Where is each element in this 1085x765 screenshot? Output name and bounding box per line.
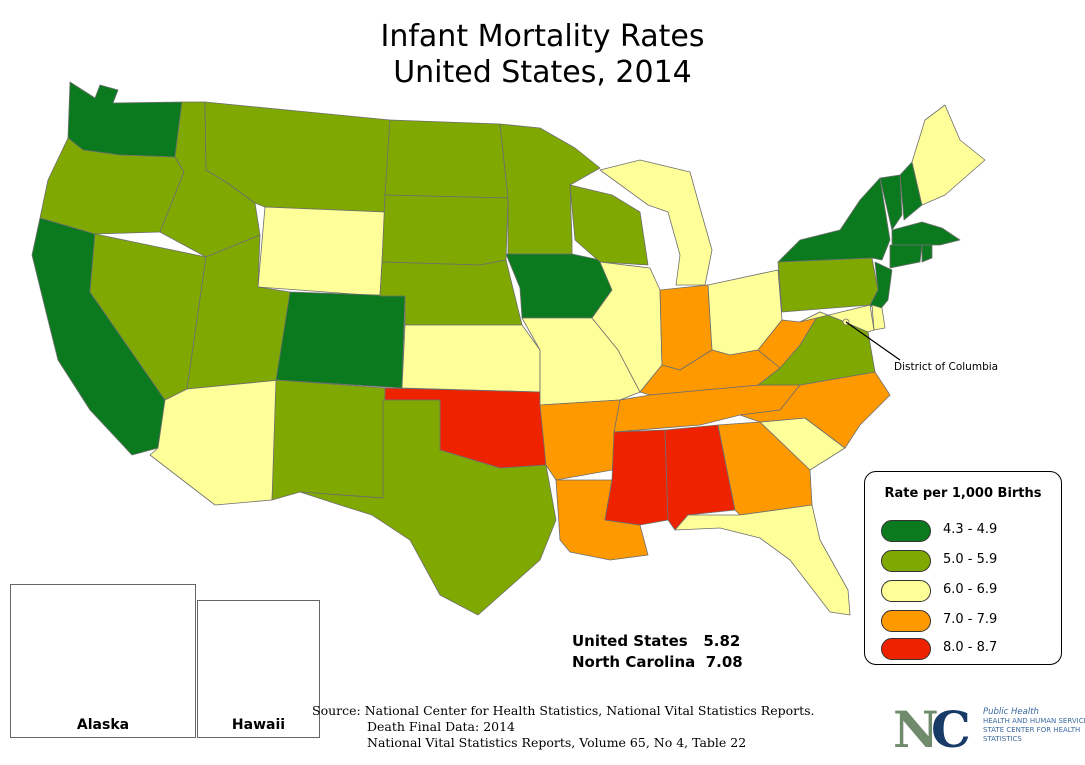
state-pennsylvania [777,257,879,313]
legend: Rate per 1,000 Births 4.3 - 4.9 5.0 - 5.… [864,471,1062,665]
logo-line-3: STATE CENTER FOR HEALTH [983,726,1081,734]
state-vermont [879,174,903,231]
nc-rate-label: North Carolina [572,653,696,671]
state-wyoming [257,206,386,297]
dc-callout-label: District of Columbia [894,361,999,373]
us-rate-value: 5.82 [703,632,741,650]
legend-swatch [881,520,931,542]
state-south-dakota [381,194,509,266]
hawaii-label: Hawaii [231,717,286,733]
legend-swatch [881,580,931,602]
legend-label: 5.0 - 5.9 [943,552,998,567]
state-iowa [505,253,613,319]
state-washington [67,81,183,158]
nc-rate-value: 7.08 [705,653,743,671]
state-connecticut [889,244,923,269]
source-note: Source: National Center for Health Stati… [312,703,815,751]
legend-swatch [881,638,931,660]
map-subtitle: United States, 2014 [393,55,692,90]
state-colorado [275,291,406,389]
state-north-dakota [384,119,509,199]
state-maryland [799,304,875,333]
state-kansas [401,324,541,393]
legend-swatch [881,550,931,572]
state-maine [911,104,986,206]
state-delaware [871,304,886,331]
legend-label: 8.0 - 8.7 [943,640,998,655]
alaska-inset: Alaska [10,584,196,738]
state-florida [674,504,851,616]
source-line-3: National Vital Statistics Reports, Volum… [367,735,747,750]
source-line-2: Death Final Data: 2014 [367,719,516,734]
us-rate: United States 5.82 [572,632,740,650]
nc-rate: North Carolina 7.08 [572,653,743,671]
logo-letter-c: C [931,700,971,759]
logo-line-2: HEALTH AND HUMAN SERVICES [983,717,1085,725]
logo-line-4: STATISTICS [983,735,1022,743]
nc-public-health-logo: N C Public Health HEALTH AND HUMAN SERVI… [893,700,1085,759]
state-mississippi [604,429,669,526]
legend-title: Rate per 1,000 Births [884,486,1042,501]
state-new-york [777,177,891,263]
state-arizona [149,379,281,506]
hawaii-inset: Hawaii [197,600,320,738]
alaska-label: Alaska [76,717,130,733]
legend-label: 6.0 - 6.9 [943,582,998,597]
source-line-1: Source: National Center for Health Stati… [312,703,815,718]
logo-line-1: Public Health [983,707,1039,717]
state-wisconsin [569,184,649,266]
state-massachusetts [891,221,961,246]
state-texas [299,399,557,616]
legend-label: 4.3 - 4.9 [943,522,998,537]
logo-letter-n: N [893,700,939,759]
logo-text: Public Health HEALTH AND HUMAN SERVICES … [983,708,1085,744]
state-rhode-island [921,244,933,263]
map-title: Infant Mortality Rates [380,19,705,54]
legend-label: 7.0 - 7.9 [943,612,998,627]
us-rate-label: United States [572,632,688,650]
state-minnesota [499,123,601,255]
state-new-mexico [271,379,386,501]
legend-swatch [881,610,931,632]
state-arkansas [539,399,621,481]
